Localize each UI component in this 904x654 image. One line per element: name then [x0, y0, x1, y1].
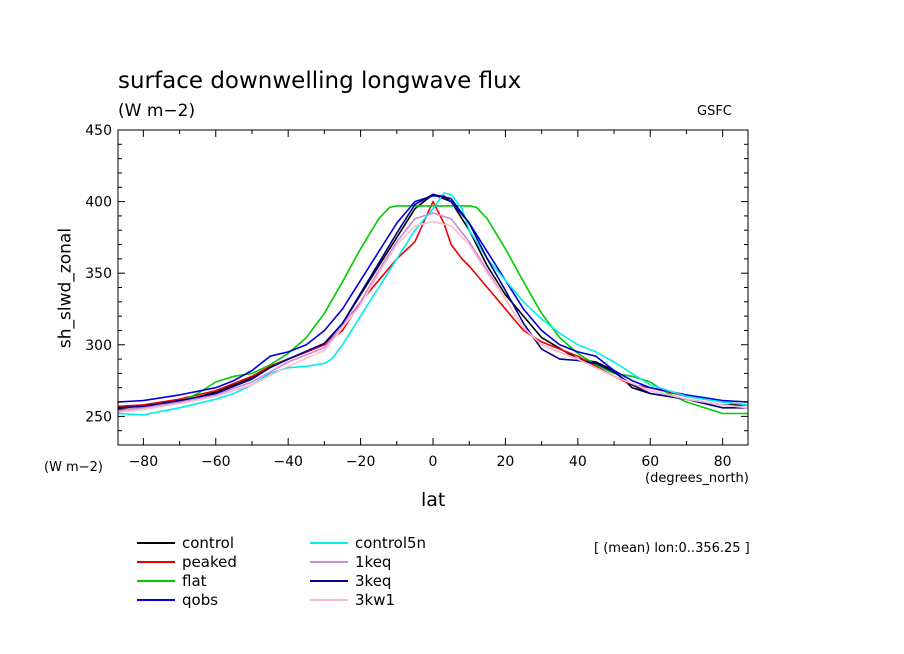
x-tick-label: −60 [201, 454, 231, 470]
series-line-peaked [117, 200, 749, 408]
x-tick-label: 40 [569, 454, 587, 470]
legend-swatch [137, 580, 175, 582]
x-tick-label: −80 [129, 454, 159, 470]
series-line-3keq [117, 193, 748, 409]
series-line-3kw1 [117, 220, 749, 413]
y-tick-label: 300 [85, 338, 112, 354]
chart-title: surface downwelling longwave flux [118, 68, 522, 94]
x-tick-label: −40 [273, 454, 303, 470]
source-label: GSFC [697, 104, 732, 119]
series-line-1keq [117, 212, 749, 412]
y-tick-label: 350 [85, 266, 112, 282]
y-axis-units: (W m−2) [44, 460, 103, 475]
statistic-label: [ (mean) lon:0..356.25 ] [594, 541, 750, 556]
legend-swatch [137, 542, 175, 544]
y-tick-label: 450 [85, 123, 112, 139]
x-tick-label: 80 [714, 454, 732, 470]
x-axis-units: (degrees_north) [645, 471, 749, 486]
x-tick-label: −20 [346, 454, 376, 470]
series-line-flat [117, 205, 748, 415]
x-tick-label: 20 [496, 454, 514, 470]
x-tick-label: 0 [429, 454, 438, 470]
x-axis-label: lat [421, 489, 446, 511]
legend-label: 3keq [355, 572, 392, 590]
legend-label: control [182, 534, 234, 552]
legend-swatch [310, 561, 348, 563]
legend-label: control5n [355, 534, 427, 552]
series-line-qobs [117, 195, 749, 403]
legend-label: 1keq [355, 553, 392, 571]
legend-swatch [310, 580, 348, 582]
y-tick-label: 250 [85, 409, 112, 425]
legend-label: 3kw1 [355, 591, 396, 609]
y-tick-label: 400 [85, 195, 112, 211]
legend-label: qobs [182, 591, 219, 609]
legend-swatch [310, 542, 348, 544]
x-tick-label: 60 [641, 454, 659, 470]
legend-swatch [137, 561, 175, 563]
chart-units: (W m−2) [118, 101, 196, 121]
series-line-control [118, 193, 748, 411]
legend-label: peaked [182, 553, 237, 571]
legend-swatch [137, 599, 175, 601]
legend-swatch [310, 599, 348, 601]
legend-label: flat [182, 572, 207, 590]
series-line-control5n [117, 192, 749, 416]
